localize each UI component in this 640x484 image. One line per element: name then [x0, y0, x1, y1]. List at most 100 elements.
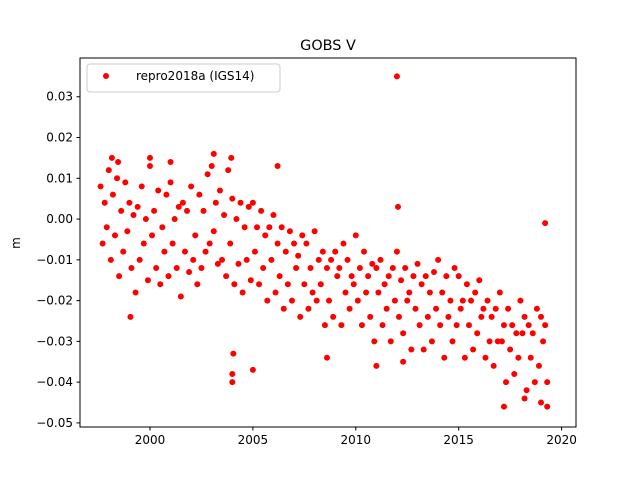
data-point — [389, 264, 396, 271]
data-point — [188, 183, 195, 190]
data-point — [426, 289, 433, 296]
data-point — [247, 277, 254, 284]
data-point — [505, 305, 512, 312]
y-tick-label: −0.04 — [36, 375, 73, 389]
data-point — [249, 199, 256, 206]
data-point — [441, 354, 448, 361]
data-point — [492, 305, 499, 312]
data-point — [210, 228, 217, 235]
data-point — [354, 297, 361, 304]
data-point — [496, 289, 503, 296]
data-point — [381, 281, 388, 288]
data-point — [284, 281, 291, 288]
data-point — [449, 338, 456, 345]
y-tick-label: −0.02 — [36, 294, 73, 308]
data-point — [291, 240, 298, 247]
chart-title: GOBS V — [300, 38, 356, 54]
data-point — [268, 256, 275, 263]
x-tick-label: 2015 — [443, 433, 474, 447]
data-point — [256, 281, 263, 288]
data-point — [328, 256, 335, 263]
data-point — [529, 330, 536, 337]
data-point — [486, 338, 493, 345]
data-point — [194, 281, 201, 288]
data-point — [231, 281, 238, 288]
data-point — [344, 256, 351, 263]
data-point — [453, 322, 460, 329]
data-point — [544, 379, 551, 386]
data-point — [140, 240, 147, 247]
data-point — [264, 297, 271, 304]
legend-frame — [86, 63, 281, 93]
data-point — [153, 264, 160, 271]
data-point — [500, 403, 507, 410]
data-point — [377, 256, 384, 263]
data-point — [375, 289, 382, 296]
data-point — [513, 330, 520, 337]
data-point — [282, 248, 289, 255]
data-point — [173, 264, 180, 271]
data-point — [272, 289, 279, 296]
data-point — [204, 171, 211, 178]
data-point — [350, 281, 357, 288]
data-point — [542, 220, 549, 227]
data-point — [402, 264, 409, 271]
data-point — [274, 163, 281, 170]
data-point — [400, 358, 407, 365]
data-point — [439, 289, 446, 296]
data-point — [418, 281, 425, 288]
data-point — [433, 305, 440, 312]
data-point — [237, 199, 244, 206]
data-point — [476, 277, 483, 284]
data-point — [459, 297, 466, 304]
data-point — [369, 260, 376, 267]
data-point — [391, 297, 398, 304]
data-point — [235, 260, 242, 267]
data-point — [114, 175, 121, 182]
data-point — [239, 289, 246, 296]
data-point — [315, 256, 322, 263]
data-point — [297, 313, 304, 320]
data-point — [286, 228, 293, 235]
y-tick-label: −0.01 — [36, 253, 73, 267]
data-point — [198, 264, 205, 271]
y-tick-label: 0.02 — [46, 131, 73, 145]
data-point — [474, 330, 481, 337]
data-point — [430, 269, 437, 276]
data-point — [400, 330, 407, 337]
data-point — [342, 289, 349, 296]
data-point — [443, 273, 450, 280]
data-point — [379, 322, 386, 329]
data-point — [132, 289, 139, 296]
data-point — [383, 305, 390, 312]
data-point — [260, 264, 267, 271]
data-point — [519, 330, 526, 337]
data-point — [336, 264, 343, 271]
data-point — [410, 273, 417, 280]
data-point — [500, 322, 507, 329]
data-point — [301, 281, 308, 288]
y-tick-label: 0.03 — [46, 90, 73, 104]
data-point — [422, 273, 429, 280]
data-point — [538, 399, 545, 406]
data-point — [542, 322, 549, 329]
data-point — [457, 305, 464, 312]
data-point — [101, 199, 108, 206]
data-point — [122, 179, 129, 186]
data-point — [371, 338, 378, 345]
legend: repro2018a (IGS14) — [86, 63, 281, 93]
data-point — [414, 260, 421, 267]
data-point — [243, 256, 250, 263]
data-point — [305, 305, 312, 312]
data-point — [540, 338, 547, 345]
data-point — [326, 297, 333, 304]
data-point — [230, 350, 237, 357]
data-point — [216, 187, 223, 194]
data-point — [515, 354, 522, 361]
data-point — [227, 240, 234, 247]
data-point — [470, 346, 477, 353]
data-point — [128, 264, 135, 271]
data-point — [136, 256, 143, 263]
data-point — [437, 322, 444, 329]
data-point — [202, 248, 209, 255]
